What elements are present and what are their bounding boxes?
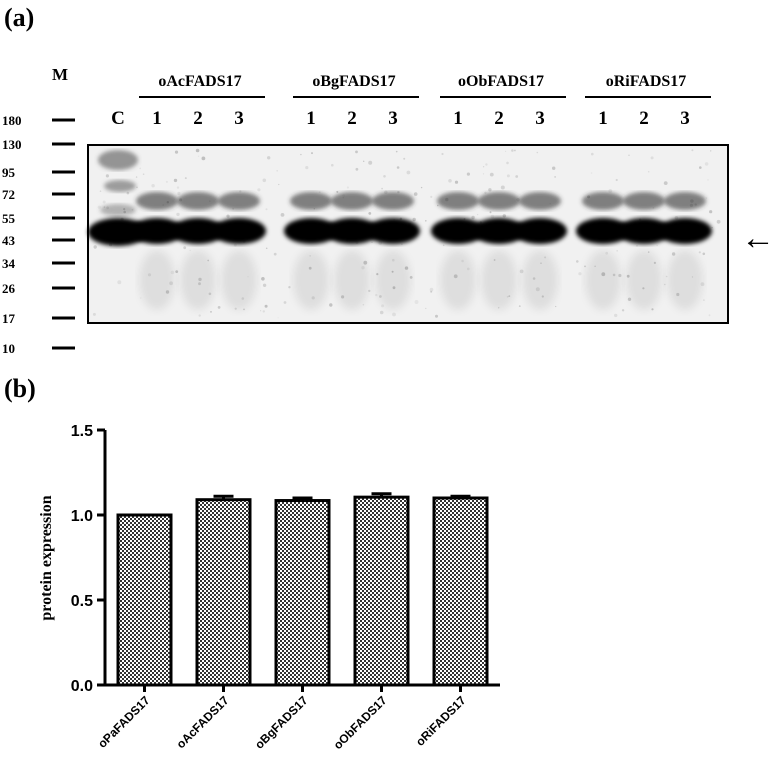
upper-band — [519, 192, 561, 210]
lane-number: 1 — [306, 108, 316, 129]
bar-oBgFADS17 — [274, 499, 331, 687]
lane-number: 2 — [639, 108, 649, 129]
marker-header: M — [52, 65, 68, 84]
marker-size-label: 17 — [2, 311, 16, 326]
main-band — [212, 218, 266, 244]
group-label: oBgFADS17 — [312, 73, 395, 90]
control-band — [88, 218, 148, 246]
target-band-arrow: ← — [741, 219, 775, 257]
marker-size-label: 10 — [2, 341, 15, 356]
lane-number: 2 — [347, 108, 357, 129]
control-lane-label: C — [111, 108, 125, 129]
y-tick-label: 1.5 — [71, 423, 93, 440]
upper-band — [478, 192, 520, 210]
x-tick-label: oAcFADS17 — [174, 693, 232, 751]
main-band — [284, 218, 338, 244]
lane-number: 2 — [494, 108, 504, 129]
main-band — [576, 218, 630, 244]
upper-band — [290, 192, 332, 210]
upper-band — [623, 192, 665, 210]
upper-band — [437, 192, 479, 210]
bar-oObFADS17 — [353, 495, 410, 687]
marker-size-label: 26 — [2, 281, 16, 296]
group-label: oObFADS17 — [458, 73, 544, 90]
marker-size-label: 130 — [2, 137, 22, 152]
lane-number: 1 — [598, 108, 608, 129]
y-tick-label: 0.0 — [71, 678, 93, 695]
y-tick-label: 0.5 — [71, 593, 93, 610]
lane-groups: oAcFADS17 1 2 3 oBgFADS17 1 2 3 oObFADS17 1 2 3 oRiF… — [139, 73, 711, 129]
y-axis-title: protein expression — [38, 495, 55, 620]
upper-band — [664, 192, 706, 210]
upper-band — [136, 192, 178, 210]
upper-band — [372, 192, 414, 210]
lane-number: 3 — [680, 108, 690, 129]
bar-oRiFADS17 — [432, 496, 489, 687]
marker-size-label: 180 — [2, 113, 22, 128]
main-band — [513, 218, 567, 244]
bar-oAcFADS17 — [195, 498, 252, 687]
y-tick-label: 1.0 — [71, 508, 93, 525]
lane-number: 3 — [388, 108, 398, 129]
lane-number: 2 — [193, 108, 203, 129]
main-band — [325, 218, 379, 244]
lane-number: 1 — [152, 108, 162, 129]
upper-band — [177, 192, 219, 210]
x-tick-label: oObFADS17 — [331, 693, 390, 752]
group-label: oAcFADS17 — [158, 73, 241, 90]
main-band — [171, 218, 225, 244]
main-band — [130, 218, 184, 244]
marker-size-label: 34 — [2, 256, 16, 271]
main-band — [617, 218, 671, 244]
bar-oPaFADS17 — [116, 513, 173, 687]
lane-number: 3 — [535, 108, 545, 129]
x-tick-label: oPaFADS17 — [95, 693, 153, 751]
bar-chart: 0.0 0.5 1.0 1.5 oPaFADS17 oAcFADS17 oBgFADS17 o… — [71, 423, 500, 752]
marker-size-label: 55 — [2, 211, 16, 226]
group-label: oRiFADS17 — [606, 73, 687, 90]
blot-image — [87, 144, 729, 324]
x-tick-label: oRiFADS17 — [413, 693, 469, 749]
marker-size-label: 43 — [2, 233, 16, 248]
marker-size-label: 95 — [2, 165, 16, 180]
panel-b-label: (b) — [4, 374, 36, 403]
marker-size-label: 72 — [2, 187, 15, 202]
panel-a-label: (a) — [4, 3, 34, 32]
lane-number: 1 — [453, 108, 463, 129]
main-band — [472, 218, 526, 244]
upper-band — [582, 192, 624, 210]
upper-band — [331, 192, 373, 210]
upper-band — [218, 192, 260, 210]
lane-number: 3 — [234, 108, 244, 129]
main-band — [658, 218, 712, 244]
molecular-weight-ladder: 180 130 95 72 55 43 34 26 17 10 — [2, 113, 75, 356]
main-band — [431, 218, 485, 244]
x-tick-label: oBgFADS17 — [252, 693, 311, 752]
main-band — [366, 218, 420, 244]
